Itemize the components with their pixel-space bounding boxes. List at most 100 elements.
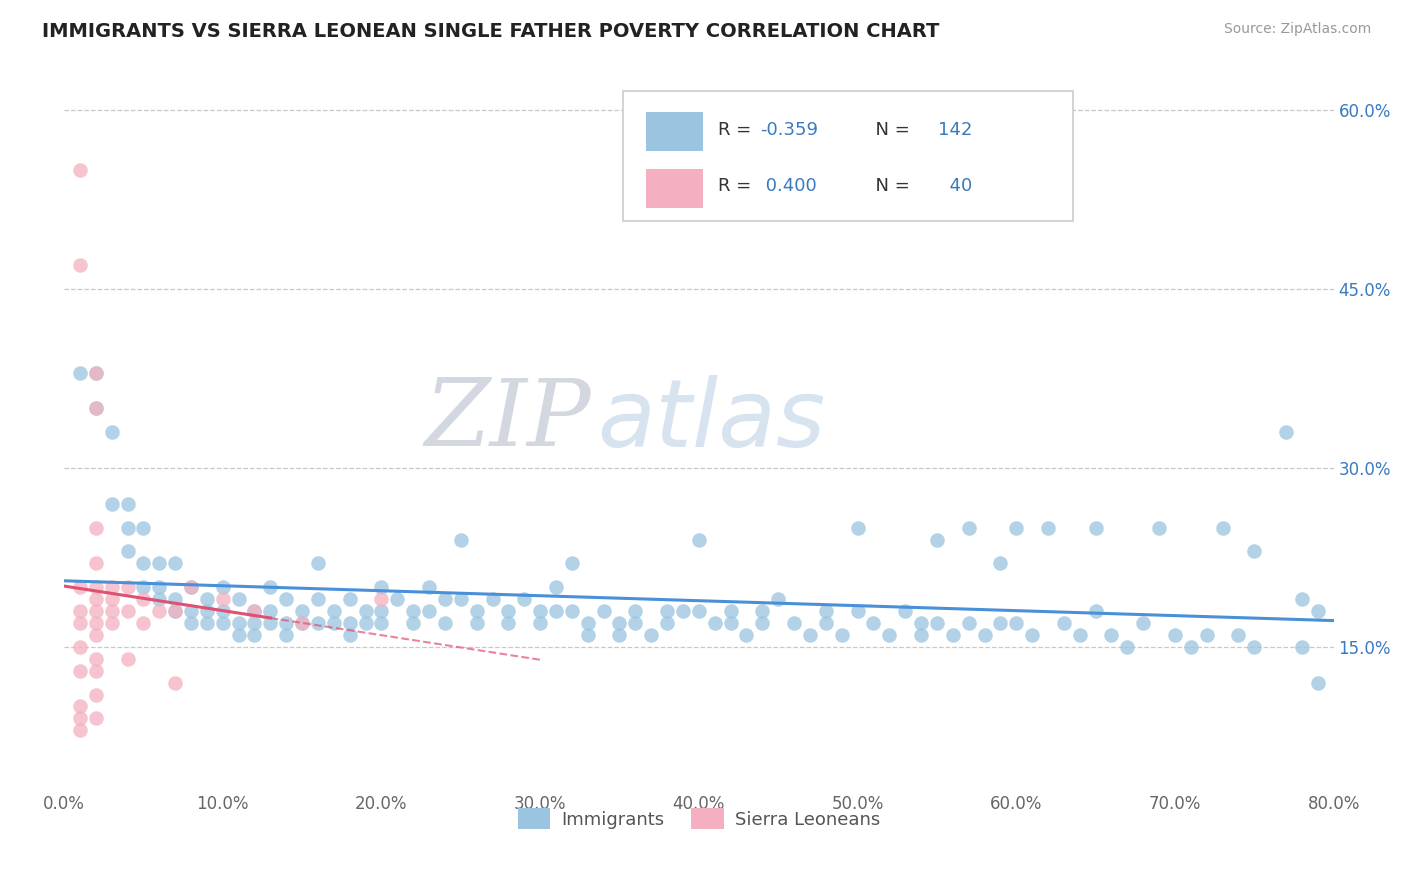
Point xyxy=(655,615,678,630)
Point xyxy=(831,628,853,642)
Point xyxy=(211,592,233,607)
Text: Source: ZipAtlas.com: Source: ZipAtlas.com xyxy=(1223,22,1371,37)
Point xyxy=(132,592,155,607)
Point xyxy=(544,604,567,618)
Point xyxy=(117,580,139,594)
Point xyxy=(450,533,472,547)
Point xyxy=(228,592,250,607)
Point xyxy=(148,557,170,571)
Point xyxy=(100,497,122,511)
Point xyxy=(814,615,837,630)
Point xyxy=(957,520,980,534)
Text: N =: N = xyxy=(863,177,915,194)
Point xyxy=(1227,628,1250,642)
Point xyxy=(576,628,599,642)
Point xyxy=(735,628,758,642)
Point xyxy=(69,640,91,654)
Point xyxy=(1132,615,1154,630)
Point xyxy=(132,557,155,571)
Text: 0.400: 0.400 xyxy=(759,177,817,194)
Point xyxy=(498,615,520,630)
Point xyxy=(339,615,361,630)
Point xyxy=(84,652,107,666)
Point xyxy=(1243,640,1265,654)
Legend: Immigrants, Sierra Leoneans: Immigrants, Sierra Leoneans xyxy=(510,801,887,837)
Point xyxy=(592,604,614,618)
Point xyxy=(307,615,329,630)
Bar xyxy=(645,112,703,151)
Point xyxy=(846,520,869,534)
Point xyxy=(180,580,202,594)
Point xyxy=(1212,520,1234,534)
Point xyxy=(69,258,91,272)
Point xyxy=(195,592,218,607)
Point xyxy=(339,592,361,607)
Point xyxy=(84,664,107,678)
Point xyxy=(84,628,107,642)
Point xyxy=(180,604,202,618)
Point xyxy=(862,615,884,630)
FancyBboxPatch shape xyxy=(623,91,1073,220)
Point xyxy=(1116,640,1139,654)
Point xyxy=(148,580,170,594)
Point xyxy=(322,615,344,630)
Text: atlas: atlas xyxy=(598,375,825,466)
Bar xyxy=(645,169,703,208)
Point xyxy=(211,604,233,618)
Point xyxy=(576,615,599,630)
Point xyxy=(117,497,139,511)
Point xyxy=(259,580,281,594)
Point xyxy=(529,615,551,630)
Point xyxy=(84,604,107,618)
Point xyxy=(751,604,773,618)
Point xyxy=(84,366,107,380)
Point xyxy=(1306,604,1329,618)
Point xyxy=(1005,520,1028,534)
Point xyxy=(117,652,139,666)
Point xyxy=(672,604,695,618)
Point xyxy=(117,544,139,558)
Point xyxy=(243,604,266,618)
Point xyxy=(720,615,742,630)
Point xyxy=(84,401,107,416)
Point xyxy=(228,628,250,642)
Point xyxy=(100,615,122,630)
Point xyxy=(291,615,314,630)
Point xyxy=(84,615,107,630)
Point xyxy=(402,615,425,630)
Point xyxy=(846,604,869,618)
Text: 40: 40 xyxy=(938,177,972,194)
Point xyxy=(1180,640,1202,654)
Point xyxy=(655,604,678,618)
Point xyxy=(195,604,218,618)
Point xyxy=(529,604,551,618)
Point xyxy=(100,592,122,607)
Point xyxy=(69,615,91,630)
Point xyxy=(973,628,995,642)
Point xyxy=(259,615,281,630)
Point xyxy=(165,675,187,690)
Point xyxy=(228,615,250,630)
Point xyxy=(783,615,806,630)
Text: 142: 142 xyxy=(938,121,972,139)
Point xyxy=(69,723,91,738)
Point xyxy=(370,604,392,618)
Point xyxy=(180,580,202,594)
Point xyxy=(465,615,488,630)
Point xyxy=(513,592,536,607)
Point xyxy=(387,592,409,607)
Point xyxy=(84,520,107,534)
Point xyxy=(1275,425,1298,440)
Point xyxy=(243,628,266,642)
Point xyxy=(84,711,107,725)
Point xyxy=(354,615,377,630)
Point xyxy=(84,688,107,702)
Point xyxy=(1243,544,1265,558)
Text: -0.359: -0.359 xyxy=(759,121,818,139)
Point xyxy=(307,557,329,571)
Point xyxy=(370,580,392,594)
Text: R =: R = xyxy=(718,121,756,139)
Point xyxy=(132,580,155,594)
Point xyxy=(766,592,789,607)
Point xyxy=(609,615,631,630)
